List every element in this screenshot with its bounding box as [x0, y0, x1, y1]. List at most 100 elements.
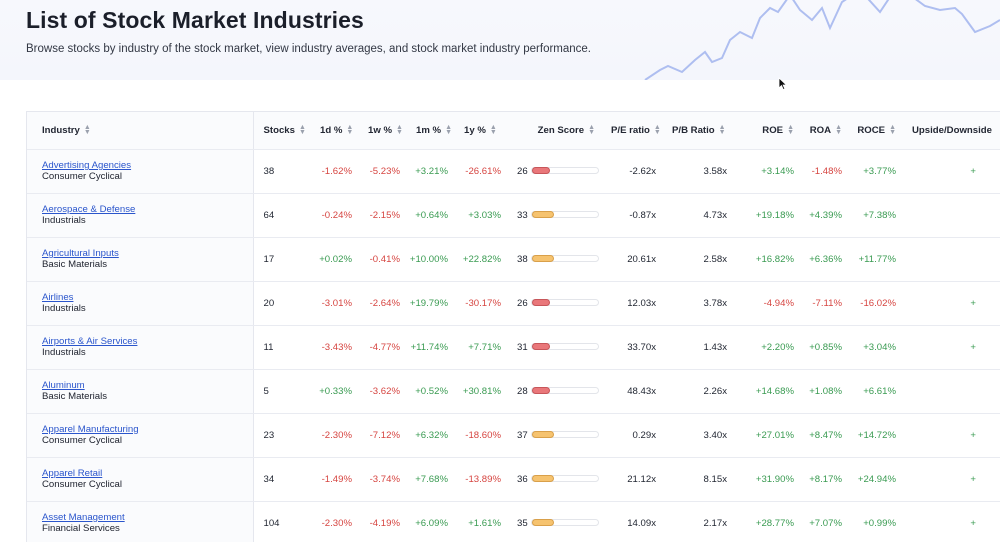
table-row[interactable]: Advertising Agencies Consumer Cyclical 38-…: [27, 149, 1000, 194]
roe-value: +2.20%: [733, 325, 800, 370]
col-header-zen-score[interactable]: Zen Score ▲ ▼: [507, 112, 601, 150]
zen-score-cell: 28: [507, 369, 601, 414]
roa-value: +6.36%: [800, 237, 848, 282]
industry-link[interactable]: Apparel Retail: [42, 468, 103, 479]
col-header-industry[interactable]: Industry ▲ ▼: [27, 112, 254, 150]
pb-ratio: 3.78x: [662, 281, 733, 326]
industry-link[interactable]: Agricultural Inputs: [42, 248, 119, 259]
pe-ratio: 20.61x: [601, 237, 662, 282]
industry-link[interactable]: Apparel Manufacturing: [42, 424, 139, 435]
zen-score-cell: 26: [507, 281, 601, 326]
roa-value: +1.08%: [800, 369, 848, 414]
sector-label: Basic Materials: [42, 259, 108, 270]
change-1w: -2.15%: [358, 193, 406, 238]
col-label: ROCE: [857, 124, 886, 136]
change-1d: -1.62%: [310, 149, 358, 194]
roa-value: +4.39%: [800, 193, 848, 238]
change-1y: -26.61%: [454, 149, 507, 194]
change-1d: -3.43%: [310, 325, 358, 370]
pb-ratio: 2.58x: [662, 237, 733, 282]
col-header-1y[interactable]: 1y % ▲ ▼: [454, 112, 507, 150]
roce-value: +3.04%: [848, 325, 902, 370]
zen-score-cell: 36: [507, 457, 601, 502]
sort-icon: ▲ ▼: [396, 124, 403, 137]
table-row[interactable]: Airports & Air Services Industrials 11 -3.4…: [27, 325, 1000, 370]
table-row[interactable]: Airlines Industrials 20 -3.01% -2.64% +19.79%…: [27, 281, 1000, 326]
col-header-roce[interactable]: ROCE ▲ ▼: [848, 112, 902, 150]
roce-value: +11.77%: [848, 237, 902, 282]
sort-icon: ▲ ▼: [653, 124, 661, 137]
industries-table-container[interactable]: Industry ▲ ▼ Stocks ▲ ▼ 1d % ▲ ▼ 1w % ▲ ▼ 1m % ▲ ▼…: [26, 111, 1000, 542]
col-label: P/B Ratio: [672, 124, 715, 136]
table-row[interactable]: Asset Management Financial Services 104 -2.…: [27, 501, 1000, 542]
change-1y: +3.03%: [454, 193, 507, 238]
industry-link[interactable]: Airlines: [42, 292, 74, 303]
upside-downside: +: [902, 281, 1000, 326]
col-header-roa[interactable]: ROA ▲ ▼: [800, 112, 848, 150]
roa-value: +8.17%: [800, 457, 848, 502]
roe-value: +16.82%: [733, 237, 800, 282]
change-1d: +0.02%: [310, 237, 358, 282]
sort-icon: ▲ ▼: [889, 124, 896, 137]
page-title: List of Stock Market Industries: [26, 7, 364, 33]
zen-score-bar: [531, 255, 599, 263]
industry-link[interactable]: Advertising Agencies: [42, 160, 132, 171]
industry-cell: Advertising Agencies Consumer Cyclical: [27, 149, 254, 194]
upside-downside: [902, 237, 1000, 282]
pb-ratio: 1.43x: [662, 325, 733, 370]
roe-value: +28.77%: [733, 501, 800, 542]
change-1m: +3.21%: [406, 149, 454, 194]
roa-value: -1.48%: [800, 149, 848, 194]
pb-ratio: 2.26x: [662, 369, 733, 414]
col-header-stocks[interactable]: Stocks ▲ ▼: [253, 112, 310, 150]
zen-score-value: 28: [517, 385, 528, 397]
change-1w: -0.41%: [358, 237, 406, 282]
industry-link[interactable]: Aluminum: [42, 380, 85, 391]
col-header-pe-ratio[interactable]: P/E ratio ▲ ▼: [601, 112, 662, 150]
table-row[interactable]: Agricultural Inputs Basic Materials 17 +0.0…: [27, 237, 1000, 282]
col-header-upside-downside[interactable]: Upside/Downside: [902, 112, 1000, 150]
table-row[interactable]: Aluminum Basic Materials 5 +0.33% -3.62% +0.5…: [27, 369, 1000, 414]
table-row[interactable]: Apparel Manufacturing Consumer Cyclical 23…: [27, 413, 1000, 458]
pe-ratio: 12.03x: [601, 281, 662, 326]
sector-label: Financial Services: [42, 523, 120, 534]
col-label: ROA: [809, 124, 832, 136]
pe-ratio: 33.70x: [601, 325, 662, 370]
pb-ratio: 8.15x: [662, 457, 733, 502]
zen-score-value: 31: [517, 341, 528, 353]
zen-score-fill: [532, 299, 550, 307]
col-header-1m[interactable]: 1m % ▲ ▼: [406, 112, 454, 150]
change-1m: +0.64%: [406, 193, 454, 238]
change-1m: +10.00%: [406, 237, 454, 282]
col-header-pb-ratio[interactable]: P/B Ratio ▲ ▼: [662, 112, 733, 150]
col-header-roe[interactable]: ROE ▲ ▼: [733, 112, 800, 150]
zen-score-cell: 26: [507, 149, 601, 194]
upside-downside: [902, 193, 1000, 238]
stocks-count: 23: [253, 413, 310, 458]
col-header-1d[interactable]: 1d % ▲ ▼: [310, 112, 358, 150]
zen-score-cell: 31: [507, 325, 601, 370]
zen-score-fill: [532, 211, 554, 219]
change-1m: +6.32%: [406, 413, 454, 458]
table-row[interactable]: Aerospace & Defense Industrials 64 -0.24% -2…: [27, 193, 1000, 238]
change-1y: +22.82%: [454, 237, 507, 282]
sort-icon: ▲ ▼: [298, 124, 306, 137]
sort-icon: ▲ ▼: [83, 124, 91, 137]
industry-cell: Apparel Retail Consumer Cyclical: [27, 457, 254, 502]
zen-score-bar: [531, 387, 599, 395]
col-header-1w[interactable]: 1w % ▲ ▼: [358, 112, 406, 150]
table-row[interactable]: Apparel Retail Consumer Cyclical 34 -1.49% -…: [27, 457, 1000, 502]
change-1w: -4.77%: [358, 325, 406, 370]
col-label: 1w %: [368, 124, 392, 136]
sector-label: Consumer Cyclical: [42, 435, 122, 446]
zen-score-fill: [532, 387, 550, 395]
zen-score-cell: 38: [507, 237, 601, 282]
industry-link[interactable]: Aerospace & Defense: [42, 204, 136, 215]
sector-label: Industrials: [42, 347, 86, 358]
zen-score-value: 36: [517, 473, 528, 485]
industry-link[interactable]: Airports & Air Services: [42, 336, 138, 347]
zen-score-cell: 33: [507, 193, 601, 238]
zen-score-value: 33: [517, 209, 528, 221]
industry-link[interactable]: Asset Management: [42, 512, 125, 523]
change-1w: -4.19%: [358, 501, 406, 542]
